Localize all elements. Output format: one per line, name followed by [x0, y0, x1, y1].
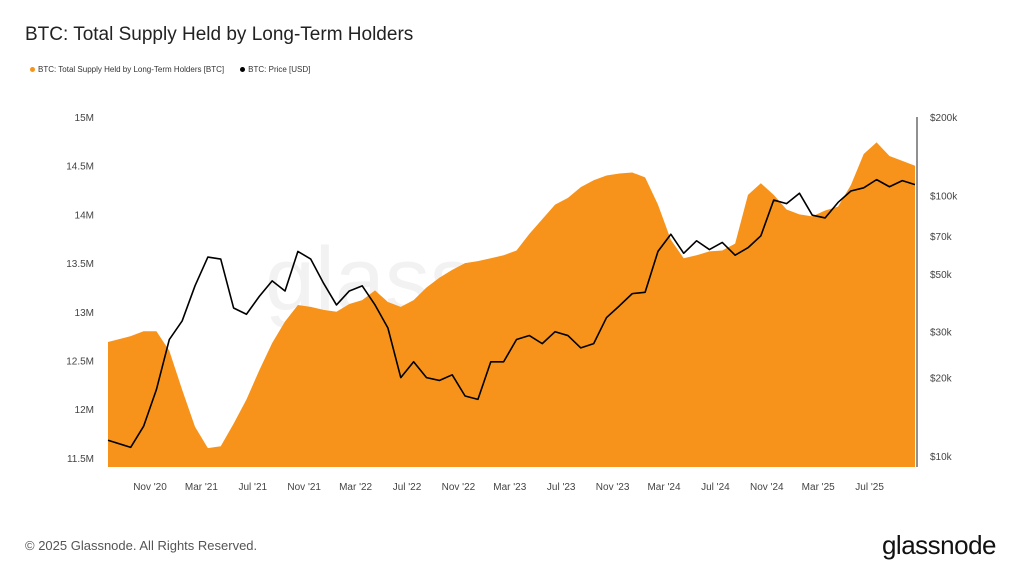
y-left-tick: 14M [75, 210, 94, 221]
y-right-tick: $50k [930, 270, 953, 281]
x-tick: Mar '23 [493, 482, 526, 493]
x-tick: Jul '25 [855, 482, 884, 493]
legend-label: BTC: Total Supply Held by Long-Term Hold… [38, 65, 225, 74]
y-left-tick: 12M [75, 405, 94, 416]
supply-area [108, 142, 915, 467]
x-tick: Nov '20 [133, 482, 167, 493]
y-left-tick: 13M [75, 308, 94, 319]
x-tick: Jul '22 [393, 482, 422, 493]
x-tick: Nov '23 [596, 482, 630, 493]
glassnode-logo: glassnode [881, 530, 997, 560]
price-line [107, 178, 916, 449]
y-left-tick: 11.5M [67, 454, 94, 465]
y-left-tick: 14.5M [66, 162, 94, 173]
y-right-tick: $100k [930, 191, 958, 202]
x-tick: Mar '24 [647, 482, 680, 493]
x-tick: Nov '24 [750, 482, 784, 493]
x-tick: Nov '22 [442, 482, 476, 493]
x-tick: Nov '21 [287, 482, 321, 493]
legend-swatch [30, 67, 35, 73]
y-left-tick: 13.5M [66, 259, 94, 270]
x-tick: Jul '24 [701, 482, 730, 493]
x-tick: Mar '22 [339, 482, 372, 493]
legend-item-supply[interactable]: BTC: Total Supply Held by Long-Term Hold… [30, 65, 224, 74]
y-right-tick: $200k [930, 113, 958, 124]
y-left-tick: 12.5M [66, 357, 94, 368]
legend-label: BTC: Price [USD] [248, 65, 311, 74]
x-tick: Mar '25 [802, 482, 835, 493]
x-tick: Jul '21 [239, 482, 268, 493]
x-tick: Jul '23 [547, 482, 576, 493]
x-tick: Mar '21 [185, 482, 218, 493]
y-left-tick: 15M [75, 113, 94, 124]
y-right-tick: $30k [930, 328, 953, 339]
legend-item-price[interactable]: BTC: Price [USD] [240, 65, 310, 74]
y-right-tick: $70k [930, 232, 953, 243]
y-right-tick: $20k [930, 374, 953, 385]
legend-swatch [240, 67, 246, 73]
copyright: © 2025 Glassnode. All Rights Reserved. [25, 538, 258, 553]
legend: BTC: Total Supply Held by Long-Term Hold… [30, 65, 310, 74]
chart-title: BTC: Total Supply Held by Long-Term Hold… [25, 24, 414, 45]
y-right-tick: $10k [930, 452, 953, 463]
